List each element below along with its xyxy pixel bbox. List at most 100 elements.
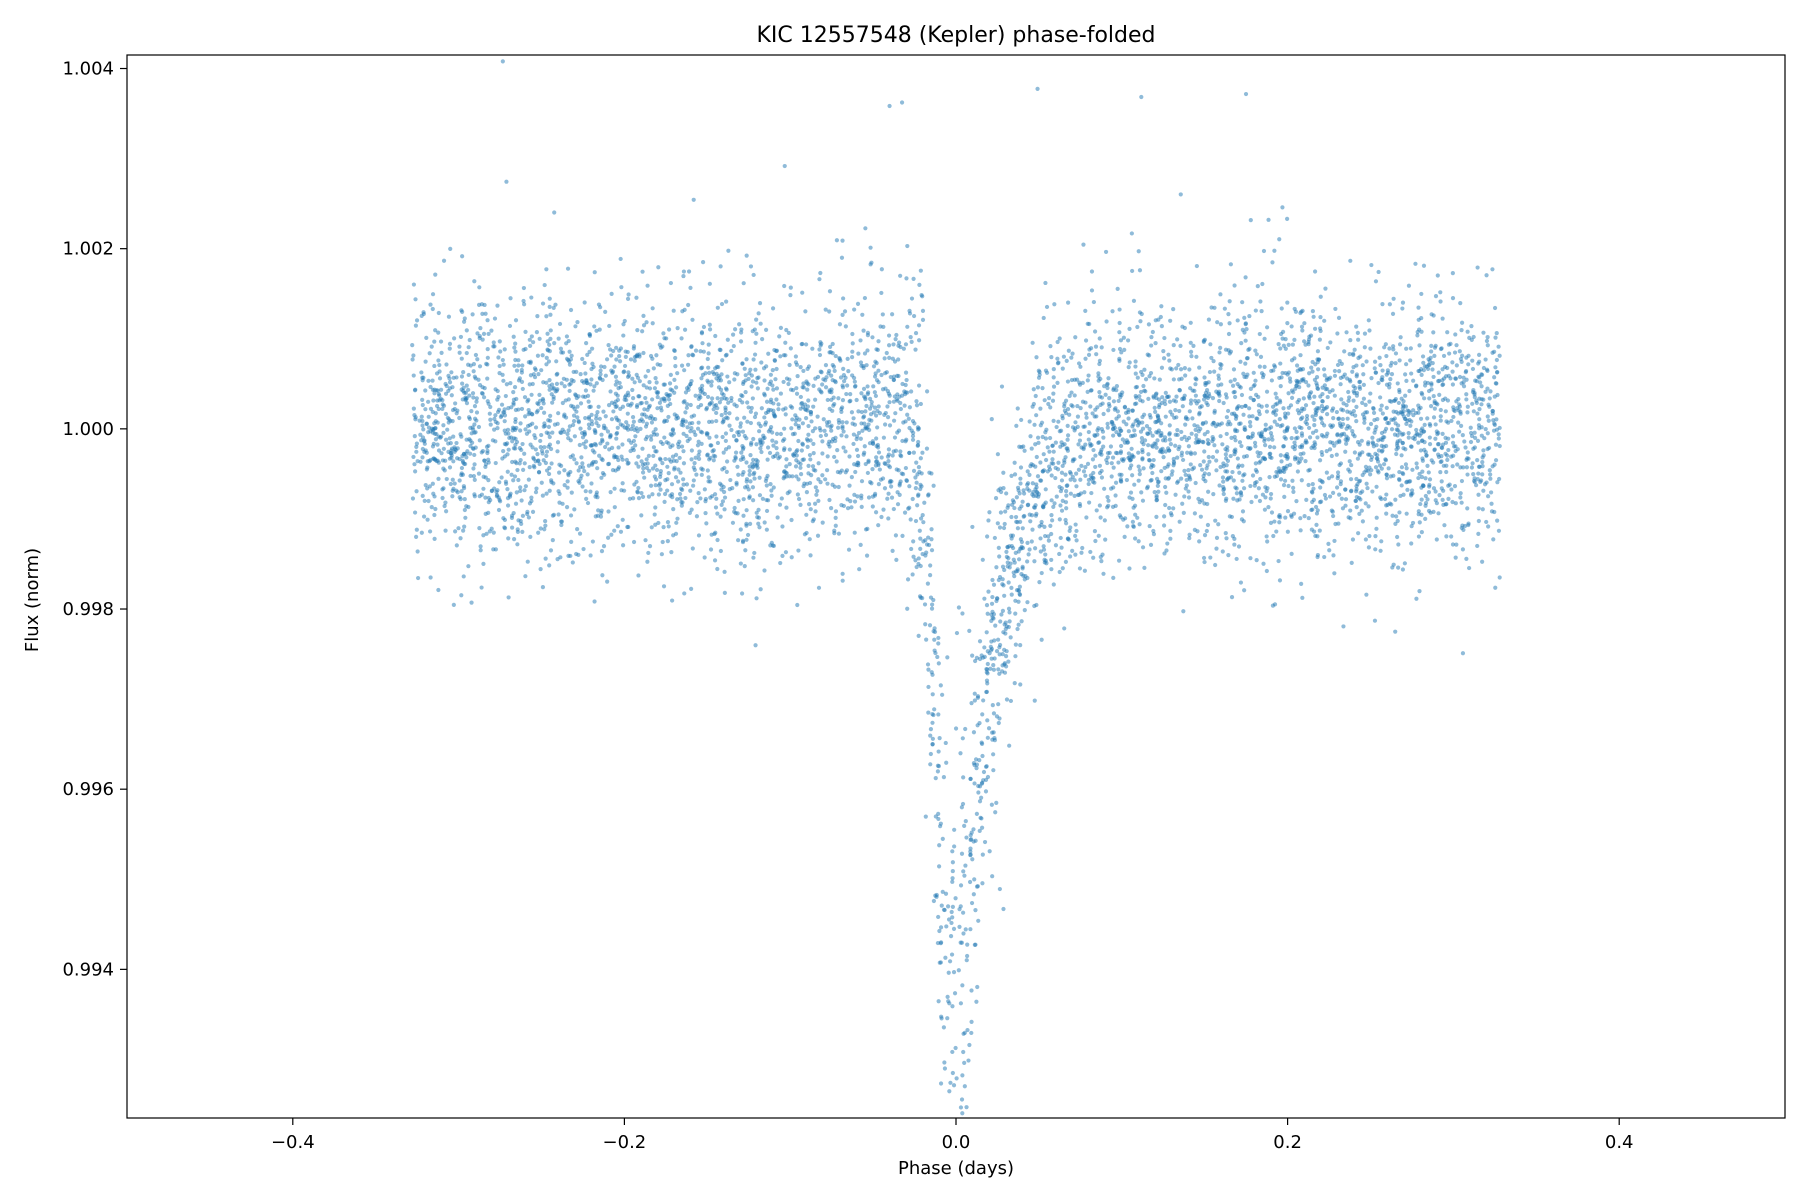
data-point xyxy=(930,720,935,725)
data-point xyxy=(1210,396,1216,401)
data-point xyxy=(886,447,891,452)
data-point xyxy=(923,814,928,819)
data-point xyxy=(1197,365,1202,370)
data-point xyxy=(1272,445,1277,450)
data-point xyxy=(1370,435,1375,440)
data-point xyxy=(1228,453,1233,459)
data-point xyxy=(1347,395,1352,400)
data-point xyxy=(1097,470,1103,476)
data-point xyxy=(600,437,605,442)
data-point xyxy=(449,393,454,398)
data-point xyxy=(732,371,737,376)
data-point xyxy=(529,295,534,300)
data-point xyxy=(740,361,745,366)
data-point xyxy=(580,484,585,489)
data-point xyxy=(899,100,905,105)
data-point xyxy=(1348,258,1353,263)
data-point xyxy=(856,430,862,436)
data-point xyxy=(1245,445,1251,451)
data-point xyxy=(910,496,915,502)
data-point xyxy=(729,395,734,401)
data-point xyxy=(413,323,418,328)
data-point xyxy=(674,520,679,525)
data-point xyxy=(663,491,668,497)
data-point xyxy=(805,387,810,392)
data-point xyxy=(718,264,723,269)
data-point xyxy=(1192,511,1197,516)
data-point xyxy=(801,484,806,489)
data-point xyxy=(1046,534,1051,539)
data-point xyxy=(634,426,639,431)
data-point xyxy=(1324,412,1330,417)
data-point xyxy=(714,410,719,416)
data-point xyxy=(659,552,664,557)
data-point xyxy=(1323,496,1328,501)
data-point xyxy=(643,374,648,379)
data-point xyxy=(838,375,844,380)
data-point xyxy=(914,399,919,404)
data-point xyxy=(1201,459,1206,464)
data-point xyxy=(1433,498,1438,503)
data-point xyxy=(1105,385,1110,391)
data-point xyxy=(706,394,711,400)
data-point xyxy=(1387,398,1392,404)
data-point xyxy=(1126,364,1131,370)
data-point xyxy=(1111,575,1116,580)
data-point xyxy=(450,494,455,499)
data-point xyxy=(1175,455,1180,460)
data-point xyxy=(1070,548,1075,554)
data-point xyxy=(722,507,727,512)
data-point xyxy=(606,343,611,348)
data-point xyxy=(1476,374,1481,379)
data-point xyxy=(708,479,713,484)
data-point xyxy=(866,422,871,427)
data-point xyxy=(752,550,757,556)
data-point xyxy=(669,492,675,497)
data-point xyxy=(977,799,983,804)
data-point xyxy=(513,318,519,323)
data-point xyxy=(1035,385,1040,390)
data-point xyxy=(835,447,840,453)
data-point xyxy=(699,472,704,477)
data-point xyxy=(1224,431,1229,437)
data-point xyxy=(1186,489,1191,494)
data-point xyxy=(905,606,910,611)
data-point xyxy=(1248,395,1253,400)
data-point xyxy=(897,483,902,488)
data-point xyxy=(1213,518,1218,523)
data-point xyxy=(564,415,569,420)
data-point xyxy=(1025,540,1030,546)
data-point xyxy=(916,633,921,638)
data-point xyxy=(640,462,645,467)
data-point xyxy=(862,444,867,449)
data-point xyxy=(748,453,753,458)
data-point xyxy=(1278,346,1283,351)
data-point xyxy=(667,381,673,386)
data-point xyxy=(542,445,547,450)
data-point xyxy=(915,443,920,448)
data-point xyxy=(1135,375,1140,380)
data-point xyxy=(770,383,775,388)
data-point xyxy=(414,441,419,446)
data-point xyxy=(451,375,456,380)
data-point xyxy=(1397,469,1402,475)
data-point xyxy=(1347,352,1352,357)
data-point xyxy=(876,450,882,455)
data-point xyxy=(1254,558,1259,563)
data-point xyxy=(414,534,419,539)
data-point xyxy=(1494,330,1499,336)
data-point xyxy=(433,437,439,442)
data-point xyxy=(1401,471,1406,477)
data-point xyxy=(987,510,992,515)
data-point xyxy=(529,392,534,397)
data-point xyxy=(1139,436,1145,441)
data-point xyxy=(1150,433,1155,438)
data-point xyxy=(1021,491,1027,496)
data-point xyxy=(411,373,416,378)
data-point xyxy=(962,1084,967,1089)
data-point xyxy=(1341,422,1346,427)
data-point xyxy=(433,506,438,512)
data-point xyxy=(1230,469,1235,475)
data-point xyxy=(567,362,573,367)
data-point xyxy=(1068,491,1073,496)
